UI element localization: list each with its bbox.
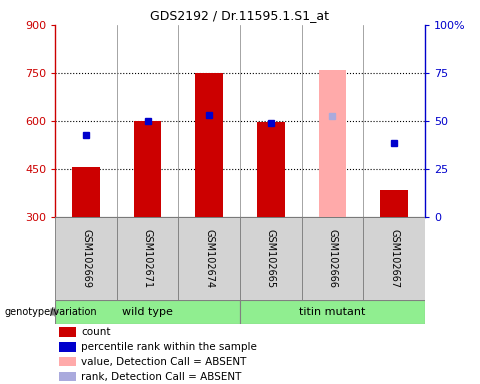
Bar [179, 217, 240, 300]
Text: titin mutant: titin mutant [299, 307, 366, 317]
Bar [380, 190, 408, 217]
Text: GSM102667: GSM102667 [389, 229, 399, 288]
Text: percentile rank within the sample: percentile rank within the sample [81, 342, 257, 352]
Bar [55, 300, 240, 324]
Bar [301, 217, 363, 300]
Text: GSM102669: GSM102669 [81, 229, 91, 288]
Bar [59, 357, 75, 366]
Text: GSM102674: GSM102674 [204, 229, 214, 288]
Text: genotype/variation: genotype/variation [5, 307, 97, 317]
Text: GSM102666: GSM102666 [327, 229, 337, 288]
Bar [240, 217, 301, 300]
Bar [55, 217, 117, 300]
Text: value, Detection Call = ABSENT: value, Detection Call = ABSENT [81, 357, 246, 367]
Bar [257, 122, 285, 217]
Text: GSM102671: GSM102671 [143, 229, 153, 288]
Bar [59, 372, 75, 381]
Text: rank, Detection Call = ABSENT: rank, Detection Call = ABSENT [81, 372, 241, 382]
Text: count: count [81, 327, 110, 337]
Title: GDS2192 / Dr.11595.1.S1_at: GDS2192 / Dr.11595.1.S1_at [151, 9, 329, 22]
Bar [195, 73, 223, 217]
Bar [59, 342, 75, 352]
Bar [59, 327, 75, 337]
Bar [240, 300, 425, 324]
Bar [363, 217, 425, 300]
Bar [72, 167, 100, 217]
Text: GSM102665: GSM102665 [266, 229, 276, 288]
Bar [319, 70, 346, 217]
Bar [134, 121, 161, 217]
Bar [117, 217, 179, 300]
Text: wild type: wild type [122, 307, 173, 317]
